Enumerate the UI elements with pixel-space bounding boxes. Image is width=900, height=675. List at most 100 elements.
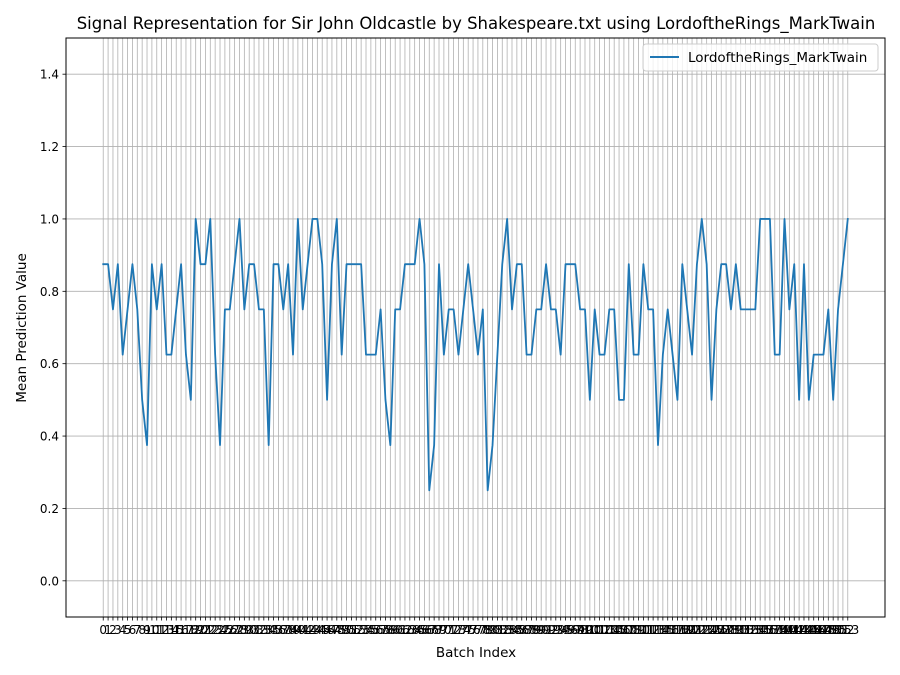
- x-tick-label: 99: [577, 623, 592, 637]
- x-tick-label: 140: [773, 623, 796, 637]
- x-tick-label: 48: [329, 623, 344, 637]
- x-tick-label: 36: [271, 623, 286, 637]
- x-tick-label: 84: [504, 623, 519, 637]
- x-tick-label: 133: [739, 623, 762, 637]
- x-tick-label: 98: [572, 623, 587, 637]
- x-tick-label: 59: [383, 623, 398, 637]
- x-tick-label: 123: [690, 623, 713, 637]
- x-tick-label: 3: [114, 623, 122, 637]
- x-tick-label: 45: [315, 623, 330, 637]
- x-tick-label: 125: [700, 623, 723, 637]
- x-tick-label: 136: [754, 623, 777, 637]
- x-tick-label: 129: [720, 623, 743, 637]
- y-tick-label: 1.2: [40, 140, 59, 154]
- x-tick-label: 83: [499, 623, 514, 637]
- x-tick-label: 27: [227, 623, 242, 637]
- y-tick-label: 0.2: [40, 502, 59, 516]
- x-tick-label: 79: [480, 623, 495, 637]
- x-tick-label: 11: [149, 623, 164, 637]
- x-tick-label: 65: [412, 623, 427, 637]
- x-tick-label: 43: [305, 623, 320, 637]
- x-tick-label: 10: [144, 623, 159, 637]
- x-tick-label: 70: [436, 623, 451, 637]
- x-tick-label: 74: [456, 623, 471, 637]
- x-tick-label: 19: [188, 623, 203, 637]
- x-tick-label: 101: [583, 623, 606, 637]
- y-tick-label: 0.4: [40, 430, 59, 444]
- x-tick-label: 91: [538, 623, 553, 637]
- x-tick-label: 4: [119, 623, 127, 637]
- x-tick-label: 126: [705, 623, 728, 637]
- legend-label: LordoftheRings_MarkTwain: [688, 50, 867, 66]
- x-tick-label: 75: [461, 623, 476, 637]
- x-tick-label: 28: [232, 623, 247, 637]
- x-tick-label: 41: [295, 623, 310, 637]
- x-tick-label: 64: [407, 623, 422, 637]
- y-tick-label: 0.8: [40, 285, 59, 299]
- x-tick-label: 30: [242, 623, 257, 637]
- x-tick-label: 80: [485, 623, 500, 637]
- x-tick-label: 118: [666, 623, 689, 637]
- plot-area-frame: [65, 37, 886, 618]
- x-tick-label: 56: [368, 623, 383, 637]
- x-tick-label: 29: [237, 623, 252, 637]
- x-tick-label: 54: [358, 623, 373, 637]
- y-tick-label: 1.4: [40, 68, 59, 82]
- x-tick-label: 40: [290, 623, 305, 637]
- x-tick-label: 51: [344, 623, 359, 637]
- x-tick-label: 105: [603, 623, 626, 637]
- x-tick-label: 32: [251, 623, 266, 637]
- x-tick-label: 135: [749, 623, 772, 637]
- x-tick-label: 72: [446, 623, 461, 637]
- x-tick-label: 85: [509, 623, 524, 637]
- x-tick-label: 68: [426, 623, 441, 637]
- x-tick-label: 15: [169, 623, 184, 637]
- x-tick-label: 151: [827, 623, 850, 637]
- x-tick-label: 1: [104, 623, 112, 637]
- x-tick-label: 148: [812, 623, 835, 637]
- x-tick-label: 25: [217, 623, 232, 637]
- x-tick-label: 13: [159, 623, 174, 637]
- x-tick-label: 127: [710, 623, 733, 637]
- x-tick-label: 112: [637, 623, 660, 637]
- x-tick-label: 34: [261, 623, 276, 637]
- x-tick-label: 93: [548, 623, 563, 637]
- y-axis-label: Mean Prediction Value: [14, 253, 30, 403]
- x-tick-label: 113: [642, 623, 665, 637]
- x-tick-label: 94: [553, 623, 568, 637]
- x-tick-label: 62: [397, 623, 412, 637]
- x-tick-label: 128: [715, 623, 738, 637]
- x-tick-label: 55: [363, 623, 378, 637]
- x-tick-label: 95: [558, 623, 573, 637]
- x-tick-label: 8: [138, 623, 146, 637]
- x-tick-label: 142: [783, 623, 806, 637]
- x-tick-label: 131: [729, 623, 752, 637]
- x-tick-label: 76: [465, 623, 480, 637]
- x-tick-label: 47: [324, 623, 339, 637]
- x-tick-label: 61: [392, 623, 407, 637]
- x-axis-label: Batch Index: [436, 645, 516, 661]
- x-tick-label: 130: [724, 623, 747, 637]
- legend: LordoftheRings_MarkTwain: [642, 43, 879, 72]
- x-tick-label: 5: [124, 623, 132, 637]
- x-tick-label: 119: [671, 623, 694, 637]
- y-tick-label: 0.6: [40, 357, 59, 371]
- axis-ticks: 0123456789101112131415161718192021222324…: [40, 68, 859, 637]
- x-tick-label: 144: [793, 623, 816, 637]
- x-tick-label: 121: [681, 623, 704, 637]
- x-tick-label: 0: [99, 623, 107, 637]
- x-tick-label: 14: [164, 623, 179, 637]
- x-tick-label: 7: [133, 623, 141, 637]
- x-tick-label: 132: [734, 623, 757, 637]
- x-tick-label: 89: [529, 623, 544, 637]
- x-tick-label: 102: [588, 623, 611, 637]
- x-tick-label: 100: [578, 623, 601, 637]
- x-tick-label: 134: [744, 623, 767, 637]
- x-tick-label: 69: [431, 623, 446, 637]
- x-tick-label: 16: [173, 623, 188, 637]
- x-tick-label: 111: [632, 623, 655, 637]
- x-tick-label: 33: [256, 623, 271, 637]
- x-tick-label: 6: [129, 623, 137, 637]
- x-tick-label: 117: [661, 623, 684, 637]
